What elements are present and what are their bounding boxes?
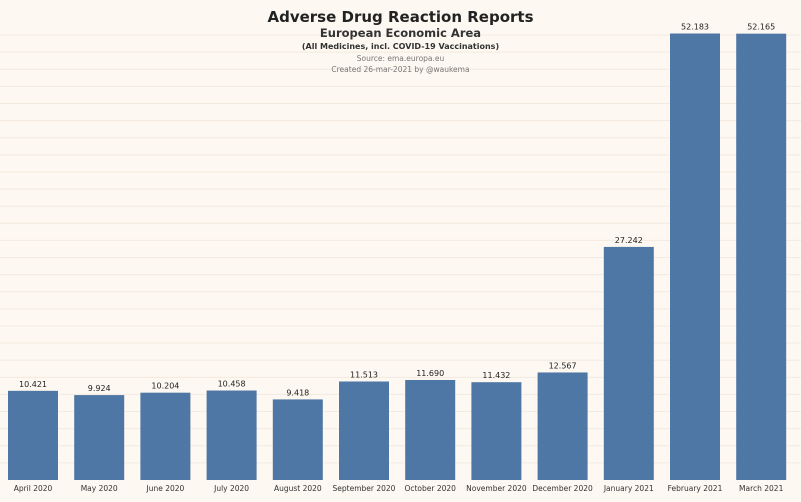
x-axis-labels: April 2020 May 2020 June 2020 July 2020 Augu…: [14, 484, 784, 493]
x-tick-label: February 2021: [668, 484, 723, 493]
bar-july-2020: [206, 390, 257, 480]
chart-credit: Created 26-mar-2021 by @waukema: [331, 65, 470, 74]
bar-september-2020: [339, 381, 389, 480]
x-tick-label: December 2020: [532, 484, 593, 493]
value-labels: 10.421 9.924 10.204 10.458 9.418 11.513 11.690…: [19, 23, 775, 398]
x-tick-label: June 2020: [145, 484, 184, 493]
bars: [8, 33, 787, 480]
value-label: 10.421: [19, 380, 47, 389]
value-label: 9.924: [88, 384, 111, 393]
x-tick-label: September 2020: [333, 484, 396, 493]
value-label: 11.432: [482, 371, 510, 380]
x-tick-label: November 2020: [466, 484, 527, 493]
value-label: 27.242: [615, 236, 643, 245]
value-label: 12.567: [549, 361, 577, 370]
value-label: 11.513: [350, 370, 378, 379]
x-tick-label: May 2020: [81, 484, 118, 493]
bar-august-2020: [272, 399, 323, 480]
bar-march-2021: [736, 33, 787, 480]
value-label: 9.418: [286, 388, 309, 397]
bar-december-2020: [537, 372, 588, 480]
chart-titles: Adverse Drug Reaction Reports European E…: [0, 8, 801, 75]
x-tick-label: August 2020: [274, 484, 322, 493]
bar-january-2021: [603, 246, 654, 480]
bar-may-2020: [74, 395, 125, 480]
gridlines: [0, 34, 801, 464]
value-label: 52.165: [747, 23, 775, 32]
value-label: 10.458: [218, 380, 246, 389]
bar-february-2021: [670, 33, 720, 480]
chart-source: Source: ema.europa.eu: [356, 54, 445, 63]
bar-june-2020: [140, 392, 191, 480]
x-tick-label: April 2020: [14, 484, 53, 493]
value-label: 11.690: [416, 369, 444, 378]
x-tick-label: October 2020: [404, 484, 456, 493]
chart-subtitle-scope: (All Medicines, incl. COVID-19 Vaccinati…: [301, 42, 500, 51]
bar-november-2020: [471, 382, 522, 480]
value-label: 52.183: [681, 23, 709, 32]
value-label: 10.204: [151, 382, 179, 391]
bar-october-2020: [405, 379, 456, 480]
x-tick-label: January 2021: [603, 484, 654, 493]
bar-april-2020: [8, 390, 58, 480]
chart-subtitle: European Economic Area: [319, 26, 482, 40]
x-tick-label: July 2020: [213, 484, 249, 493]
chart-title: Adverse Drug Reaction Reports: [267, 8, 534, 26]
x-tick-label: March 2021: [739, 484, 784, 493]
